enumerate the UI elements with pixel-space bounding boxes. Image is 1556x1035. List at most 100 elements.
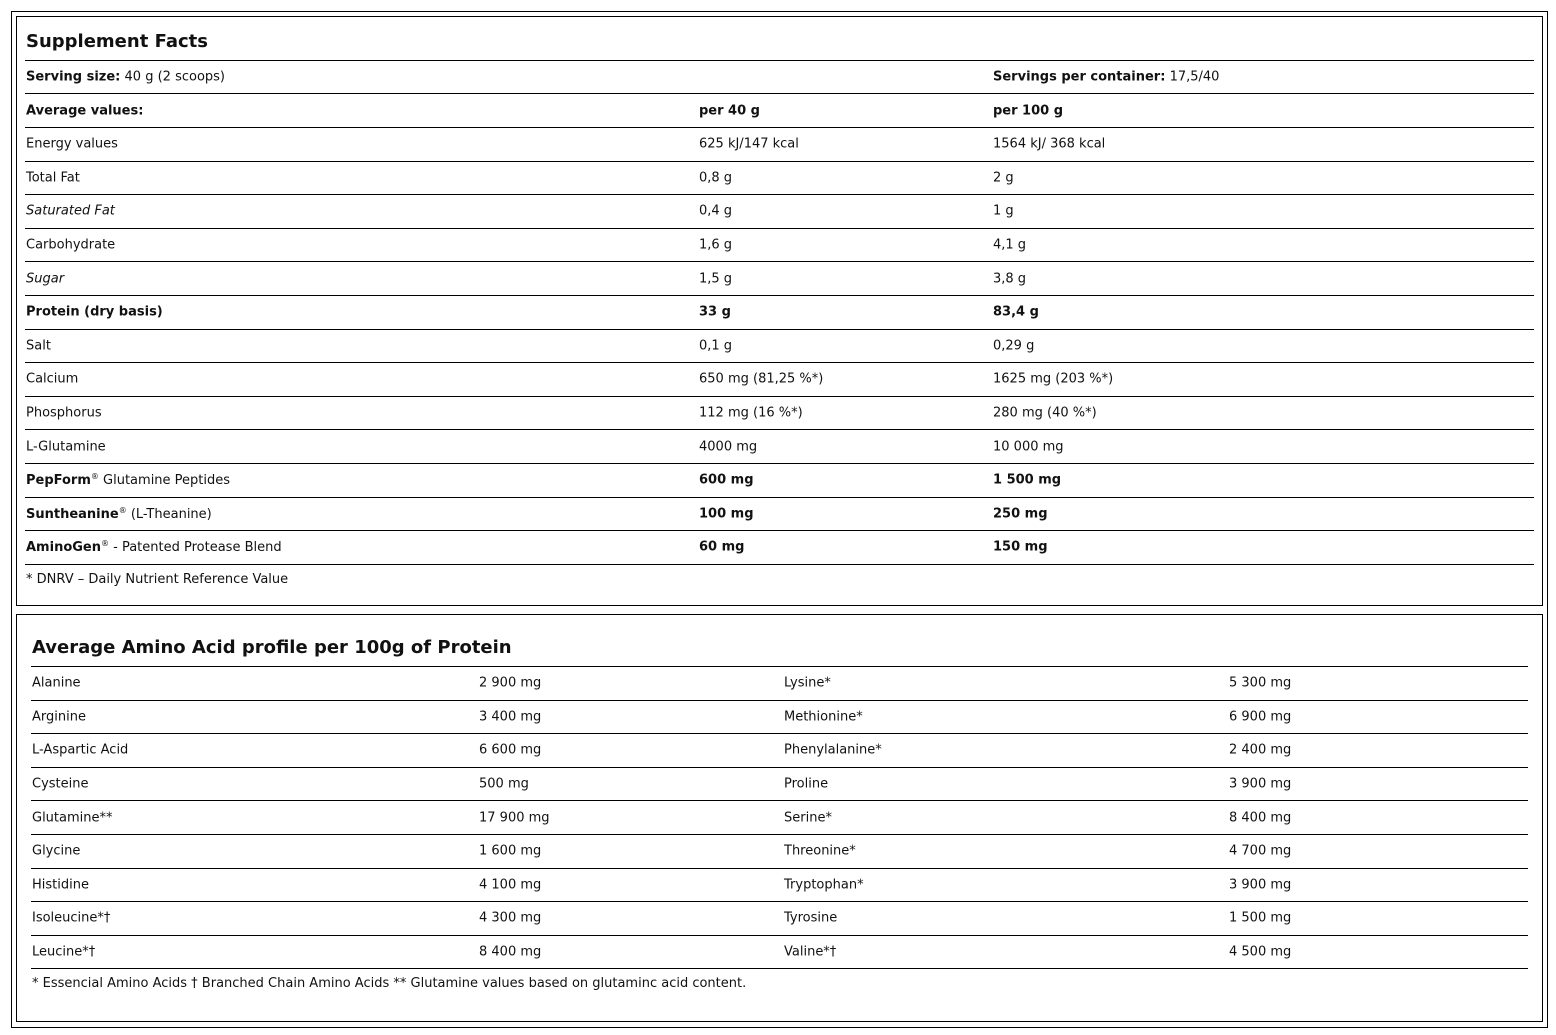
value-per-100g: 1625 mg (203 %*) [993, 371, 1114, 387]
amino-name: Lysine* [784, 675, 831, 691]
nutrient-name: Calcium [26, 371, 79, 387]
amino-name: Phenylalanine* [784, 742, 882, 758]
amino-value: 4 100 mg [479, 877, 542, 893]
amino-value: 5 300 mg [1229, 675, 1292, 691]
nutrient-name: Suntheanine® (L-Theanine) [26, 506, 212, 522]
nutrient-row: Phosphorus 112 mg (16 %*) 280 mg (40 %*) [25, 397, 1534, 431]
amino-value: 500 mg [479, 776, 529, 792]
value-per-serving: 0,4 g [699, 203, 733, 219]
value-per-serving: 625 kJ/147 kcal [699, 136, 799, 152]
value-per-serving: 0,1 g [699, 338, 733, 354]
nutrient-name: L-Glutamine [26, 439, 106, 455]
value-per-serving: 33 g [699, 304, 731, 320]
amino-row: Arginine 3 400 mg Methionine* 6 900 mg [31, 701, 1528, 735]
value-per-100g: 150 mg [993, 539, 1048, 555]
supplement-facts-panel: Supplement Facts Serving size: 40 g (2 s… [16, 16, 1543, 606]
amino-row: Leucine*† 8 400 mg Valine*† 4 500 mg [31, 936, 1528, 970]
registered-mark: ® [101, 539, 109, 549]
nutrient-row: AminoGen® - Patented Protease Blend 60 mg… [25, 531, 1534, 565]
amino-value: 8 400 mg [479, 944, 542, 960]
header-col2: per 100 g [993, 103, 1064, 118]
amino-name: Glutamine** [32, 810, 113, 826]
value-per-100g: 1 g [993, 203, 1014, 219]
amino-name: Methionine* [784, 709, 863, 725]
value-per-serving: 1,6 g [699, 237, 733, 253]
value-per-serving: 112 mg (16 %*) [699, 405, 803, 421]
amino-title-divider [31, 625, 1528, 667]
nutrient-name: Phosphorus [26, 405, 102, 421]
nutrient-name: Energy values [26, 136, 118, 152]
nutrient-name: PepForm® Glutamine Peptides [26, 472, 230, 488]
amino-value: 3 400 mg [479, 709, 542, 725]
value-per-serving: 650 mg (81,25 %*) [699, 371, 824, 387]
brand-name: AminoGen [26, 540, 101, 556]
serving-size-value: 40 g (2 scoops) [124, 69, 225, 85]
brand-name: PepForm [26, 473, 91, 489]
nutrient-desc: (L-Theanine) [126, 507, 212, 523]
amino-row: Isoleucine*† 4 300 mg Tyrosine 1 500 mg [31, 902, 1528, 936]
outer-frame: Supplement Facts Serving size: 40 g (2 s… [11, 11, 1548, 1028]
amino-row: Histidine 4 100 mg Tryptophan* 3 900 mg [31, 869, 1528, 903]
nutrient-name: Salt [26, 338, 51, 354]
nutrient-name: Carbohydrate [26, 237, 116, 253]
amino-acid-panel: Average Amino Acid profile per 100g of P… [16, 614, 1543, 1022]
value-per-serving: 100 mg [699, 506, 754, 522]
amino-title: Average Amino Acid profile per 100g of P… [32, 637, 512, 658]
amino-name: Arginine [32, 709, 86, 725]
value-per-100g: 280 mg (40 %*) [993, 405, 1097, 421]
amino-name: Cysteine [32, 776, 89, 792]
amino-value: 2 400 mg [1229, 742, 1292, 758]
nutrient-row: Energy values 625 kJ/147 kcal 1564 kJ/ 368… [25, 128, 1534, 162]
value-per-serving: 0,8 g [699, 170, 733, 186]
amino-name: Alanine [32, 675, 81, 691]
header-row: Average values: per 40 g per 100 g [25, 94, 1534, 128]
amino-row: Glutamine** 17 900 mg Serine* 8 400 mg [31, 801, 1528, 835]
amino-value: 1 500 mg [1229, 910, 1292, 926]
amino-value: 1 600 mg [479, 843, 542, 859]
amino-value: 6 900 mg [1229, 709, 1292, 725]
value-per-100g: 2 g [993, 170, 1014, 186]
amino-row: Glycine 1 600 mg Threonine* 4 700 mg [31, 835, 1528, 869]
supplement-footnote: * DNRV – Daily Nutrient Reference Value [26, 572, 289, 587]
nutrient-name: Total Fat [26, 170, 80, 186]
nutrient-desc: - Patented Protease Blend [109, 540, 282, 556]
title-divider [25, 27, 1534, 61]
amino-value: 2 900 mg [479, 675, 542, 691]
nutrient-row: Protein (dry basis) 33 g 83,4 g [25, 296, 1534, 330]
value-per-100g: 3,8 g [993, 271, 1027, 287]
value-per-100g: 83,4 g [993, 304, 1039, 320]
value-per-serving: 60 mg [699, 539, 745, 555]
value-per-serving: 4000 mg [699, 439, 758, 455]
amino-value: 4 500 mg [1229, 944, 1292, 960]
amino-value: 3 900 mg [1229, 877, 1292, 893]
value-per-100g: 0,29 g [993, 338, 1035, 354]
amino-name: Leucine*† [32, 944, 96, 960]
nutrient-row: Suntheanine® (L-Theanine) 100 mg 250 mg [25, 498, 1534, 532]
amino-value: 4 300 mg [479, 910, 542, 926]
value-per-100g: 250 mg [993, 506, 1048, 522]
amino-name: Tyrosine [784, 910, 838, 926]
amino-name: Glycine [32, 843, 81, 859]
amino-name: Isoleucine*† [32, 910, 111, 926]
amino-footnote: * Essencial Amino Acids † Branched Chain… [32, 976, 747, 991]
serving-row: Serving size: 40 g (2 scoops) Servings p… [25, 61, 1534, 94]
nutrient-row: L-Glutamine 4000 mg 10 000 mg [25, 430, 1534, 464]
nutrient-name: Protein (dry basis) [26, 304, 163, 320]
amino-name: Proline [784, 776, 829, 792]
nutrient-row: PepForm® Glutamine Peptides 600 mg 1 500 m… [25, 464, 1534, 498]
amino-value: 6 600 mg [479, 742, 542, 758]
amino-name: Tryptophan* [784, 877, 864, 893]
brand-name: Suntheanine [26, 507, 119, 523]
nutrient-row: Carbohydrate 1,6 g 4,1 g [25, 229, 1534, 263]
amino-value: 4 700 mg [1229, 843, 1292, 859]
nutrient-row: Calcium 650 mg (81,25 %*) 1625 mg (203 %*) [25, 363, 1534, 397]
amino-row: L-Aspartic Acid 6 600 mg Phenylalanine* 2 4… [31, 734, 1528, 768]
header-label: Average values: [26, 103, 144, 118]
value-per-serving: 1,5 g [699, 271, 733, 287]
amino-name: Histidine [32, 877, 89, 893]
value-per-100g: 4,1 g [993, 237, 1027, 253]
value-per-100g: 1 500 mg [993, 472, 1062, 488]
value-per-100g: 10 000 mg [993, 439, 1064, 455]
nutrient-row: Sugar 1,5 g 3,8 g [25, 262, 1534, 296]
nutrient-desc: Glutamine Peptides [98, 473, 231, 489]
